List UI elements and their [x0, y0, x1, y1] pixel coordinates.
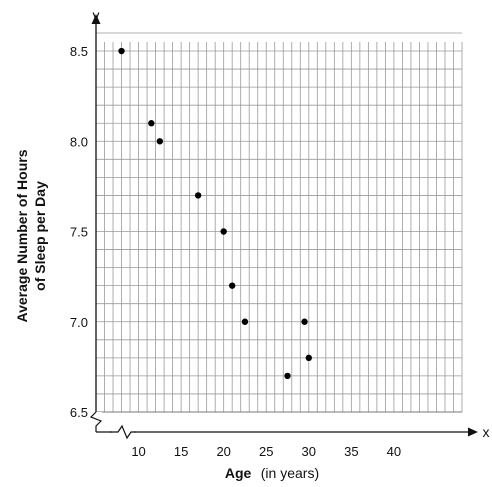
y-axis-title: Average Number of Hours of Sleep per Day: [14, 149, 48, 322]
data-point: [118, 47, 125, 55]
x-axis-unit: (in years): [261, 465, 319, 481]
y-axis-label-line1: Average Number of Hours: [14, 149, 30, 322]
x-tick-label: 40: [387, 444, 401, 459]
y-tick-label: 7.5: [70, 225, 88, 240]
x-tick-label: 30: [302, 444, 316, 459]
y-tick-label: 8.5: [70, 44, 88, 59]
x-tick-labels: 10 15 20 25 30 35 40: [131, 444, 401, 459]
data-point: [284, 372, 291, 380]
x-axis-letter: x: [483, 424, 490, 440]
y-tick-label: 8.0: [70, 134, 88, 149]
data-point: [301, 318, 308, 325]
x-axis-title: Age (in years): [225, 465, 319, 482]
y-axis-label-line2: of Sleep per Day: [32, 181, 48, 291]
data-point: [241, 318, 249, 325]
x-axis-label: Age: [225, 465, 252, 481]
x-tick-label: 35: [344, 444, 358, 459]
data-point: [156, 138, 164, 145]
y-axis-break: [89, 411, 103, 432]
y-axis-letter: y: [93, 7, 100, 23]
data-point: [305, 354, 312, 362]
x-tick-label: 25: [259, 444, 273, 459]
data-point: [228, 282, 236, 289]
y-axis-arrow: [91, 14, 101, 24]
grid: [96, 32, 463, 413]
data-point: [148, 120, 155, 127]
x-tick-label: 15: [174, 444, 188, 459]
x-axis-break: [110, 424, 136, 440]
y-tick-label: 7.0: [70, 315, 88, 330]
data-point: [220, 228, 227, 235]
data-point: [194, 192, 202, 199]
data-points: [118, 47, 312, 380]
y-tick-labels: 6.5 7.0 7.5 8.0 8.5: [70, 44, 88, 420]
x-tick-label: 20: [216, 444, 230, 459]
y-tick-label: 6.5: [70, 405, 88, 420]
x-tick-label: 10: [131, 444, 145, 459]
x-axis-arrow: [468, 427, 478, 437]
